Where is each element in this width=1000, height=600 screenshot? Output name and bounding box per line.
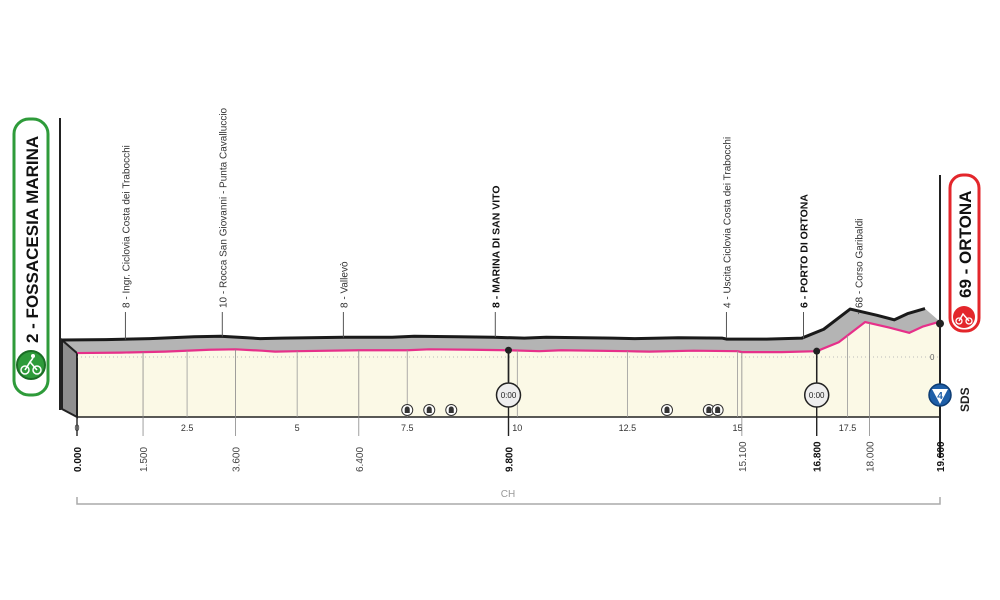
km-marker-label: 6.400 — [355, 447, 366, 472]
distance-tick-label: 17.5 — [839, 423, 857, 433]
tunnel-icon — [423, 404, 436, 416]
tunnel-arch — [706, 406, 712, 413]
tunnel-arch — [715, 406, 721, 413]
finish-label: 69 - ORTONA — [956, 191, 975, 298]
distance-tick-label: 7.5 — [401, 423, 414, 433]
distance-tick-label: 15 — [732, 423, 742, 433]
road-number: 4 — [937, 391, 943, 402]
finish-banner: 69 - ORTONA — [948, 173, 981, 333]
start-banner: 2 - FOSSACESIA MARINA — [12, 117, 50, 397]
tunnel-arch — [448, 406, 454, 413]
stopwatch-icon: 0:00 — [803, 347, 830, 408]
tunnel-arch — [426, 406, 432, 413]
profile-line — [76, 320, 941, 355]
waypoint-label: 10 - Rocca San Giovanni - Punta Cavalluc… — [218, 107, 229, 308]
km-marker-label: 0.000 — [73, 447, 84, 472]
tunnel-arch — [664, 406, 670, 413]
tunnel-icon — [401, 404, 414, 416]
profile-band — [62, 308, 940, 354]
cyclist-icon — [16, 350, 46, 380]
km-marker-label: 9.800 — [505, 447, 516, 472]
intermediate-time-label: 0:00 — [809, 391, 825, 400]
km-marker-label: 19.600 — [936, 441, 947, 472]
waypoint-label: 8 - MARINA DI SAN VITO — [490, 185, 502, 308]
stopwatch-face — [803, 382, 830, 408]
waypoint-label: 4 - Uscita Ciclovia Costa dei Trabocchi — [722, 137, 733, 308]
region-bracket: CH — [76, 489, 941, 505]
waypoint-label: 8 - Ingr. Ciclovia Costa dei Trabocchi — [121, 145, 132, 308]
stopwatch-icon: 0:00 — [495, 346, 522, 408]
tunnel-icon — [661, 404, 674, 416]
distance-tick-label: 2.5 — [181, 423, 194, 433]
profile-start-face — [61, 337, 78, 419]
km-marker-label: 3.600 — [232, 447, 243, 472]
distance-tick-label: 5 — [295, 423, 300, 433]
intermediate-time-label: 0:00 — [501, 391, 517, 400]
profile-top-outline — [61, 307, 926, 342]
tunnel-arch — [404, 406, 410, 413]
km-marker-label: 1.500 — [139, 447, 150, 472]
region-label: CH — [501, 489, 515, 500]
cyclist-icon — [953, 306, 975, 328]
tunnel-icon — [445, 404, 458, 416]
waypoint-label: 8 - Vallevò — [339, 261, 350, 308]
waypoint-label: 68 - Corso Garibaldi — [855, 219, 866, 308]
km-marker-label: 16.800 — [813, 441, 824, 472]
stopwatch-face — [495, 382, 522, 408]
km-marker-label: 15.100 — [738, 441, 749, 472]
distance-tick-label: 12.5 — [619, 423, 637, 433]
tunnel-icon — [702, 404, 715, 416]
waypoint-label: 6 - PORTO DI ORTONA — [799, 194, 811, 308]
distance-tick-label: 10 — [512, 423, 522, 433]
road-label: SDS — [958, 387, 972, 412]
tunnel-icon — [711, 404, 724, 416]
elevation-zero-label: 0 — [930, 353, 935, 362]
km-marker-label: 18.000 — [866, 441, 877, 472]
road-badge: 4 SDS — [928, 383, 972, 412]
start-label: 2 - FOSSACESIA MARINA — [23, 136, 42, 343]
